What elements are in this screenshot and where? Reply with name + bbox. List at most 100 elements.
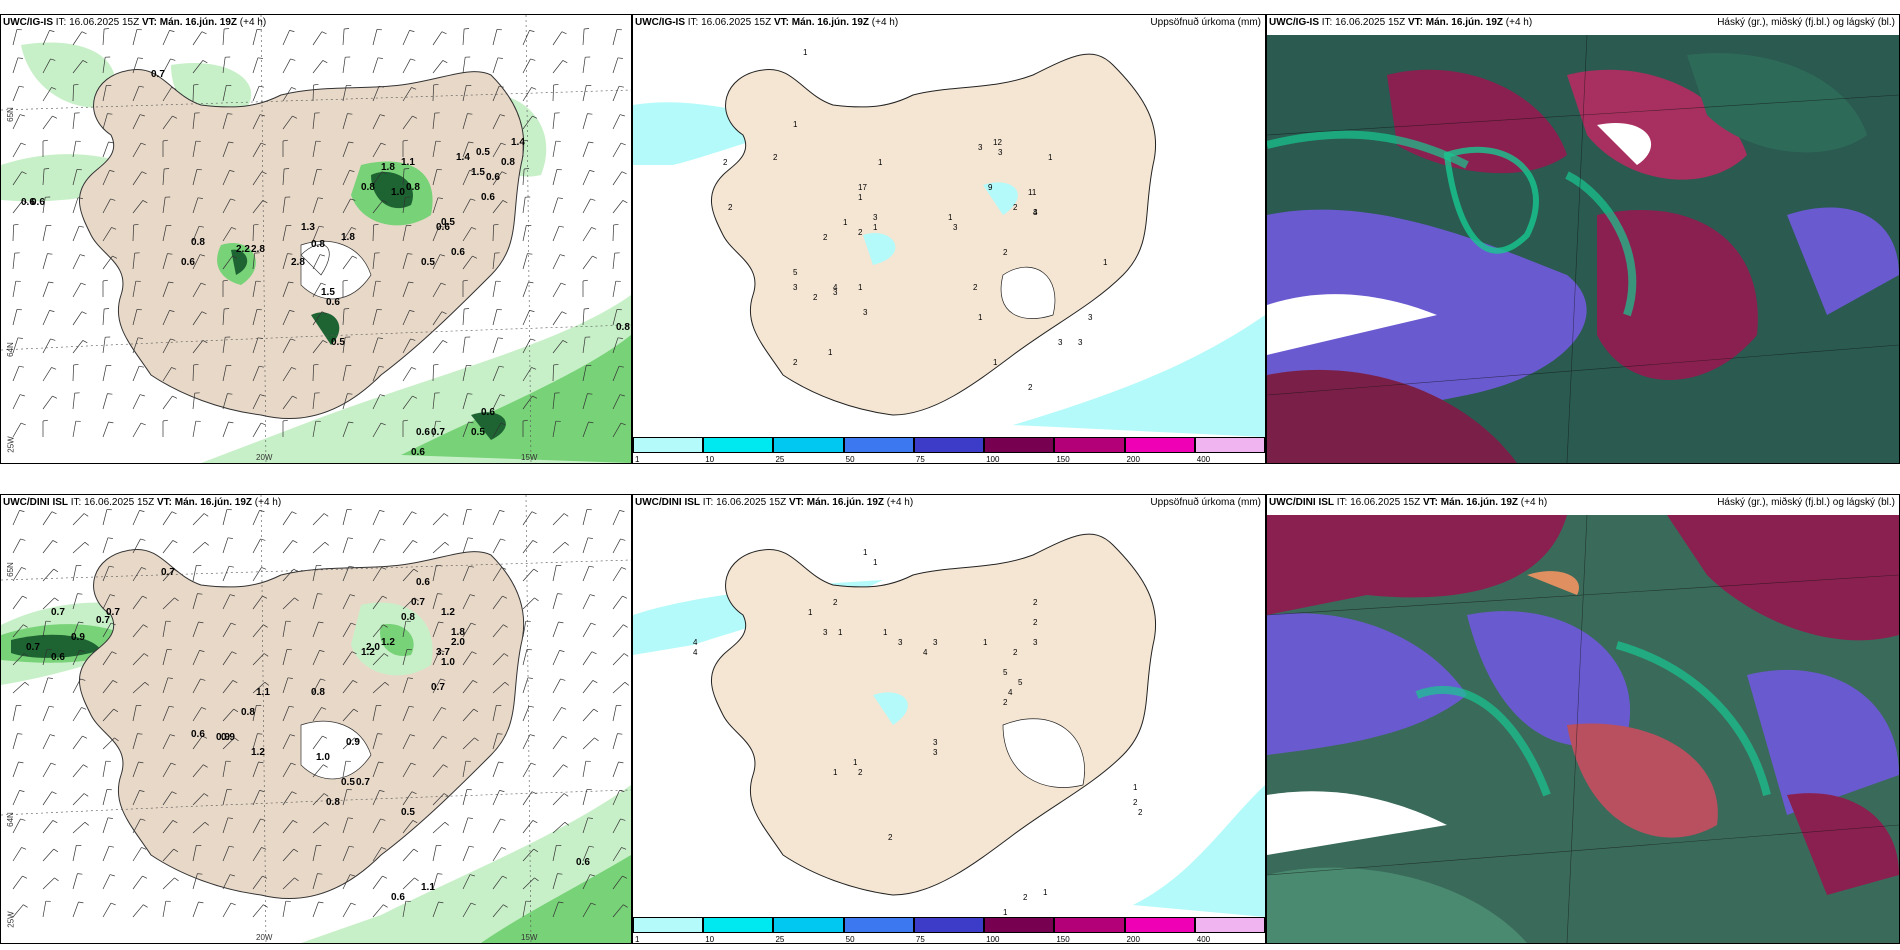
wind-barb-tick <box>377 337 383 339</box>
wind-barb-tick <box>411 791 417 795</box>
lon-label-mid: 20W <box>256 453 273 462</box>
wind-barb <box>342 308 345 326</box>
wind-barb <box>612 510 620 526</box>
wind-barb <box>282 677 289 694</box>
wind-barb <box>282 367 292 382</box>
legend-swatch <box>843 437 914 453</box>
wind-barb <box>12 114 21 130</box>
wind-barb-tick <box>618 761 624 764</box>
wind-barb <box>402 367 412 382</box>
wind-barb <box>522 791 533 806</box>
panel-header: UWC/IG-IS IT: 16.06.2025 15Z VT: Mán. 16… <box>3 17 267 28</box>
wind-barb <box>432 793 445 806</box>
wind-barb <box>132 761 139 778</box>
wind-barb-tick <box>17 733 23 735</box>
wind-barb <box>162 30 170 46</box>
legend-label: 50 <box>845 935 855 944</box>
wind-barb-tick <box>533 568 539 573</box>
wind-barb-tick <box>557 873 563 875</box>
wind-barb-tick <box>623 904 628 908</box>
wind-barb <box>612 29 618 46</box>
wind-barb <box>252 366 260 382</box>
precip-value: 0.6 <box>416 577 430 588</box>
wind-barb <box>342 393 348 410</box>
wind-barb-tick <box>443 764 448 768</box>
wind-barb <box>132 510 140 526</box>
wind-barb <box>162 281 169 298</box>
wind-barb <box>252 538 261 554</box>
wind-barb <box>102 817 109 834</box>
wind-barb <box>522 168 525 186</box>
wind-barb-tick <box>261 847 267 850</box>
wind-barb-tick <box>313 83 319 86</box>
wind-barb-tick <box>588 845 594 848</box>
wind-barb-tick <box>171 367 177 370</box>
wind-barb-tick <box>380 538 386 541</box>
wind-barb <box>612 790 620 806</box>
precip-value: 0.8 <box>361 182 375 193</box>
wind-barb-tick <box>558 621 564 624</box>
wind-barb-tick <box>173 848 179 853</box>
wind-barb-tick <box>590 902 596 906</box>
wind-barb <box>342 337 346 354</box>
precip-value: 1.1 <box>256 687 270 698</box>
wind-barb <box>252 847 262 862</box>
wind-barb <box>432 31 443 46</box>
wind-barb <box>402 791 413 806</box>
wind-barb-tick <box>350 198 356 201</box>
wind-barb <box>162 568 174 582</box>
wind-barb <box>282 197 286 214</box>
wind-barb-tick <box>529 30 535 32</box>
precip-value: 0.6 <box>451 247 465 258</box>
wind-barb-tick <box>442 60 448 64</box>
accum-value: 4 <box>1033 208 1038 217</box>
iceland-land <box>710 533 1157 896</box>
wind-barb <box>492 510 500 526</box>
wind-barb <box>312 364 314 382</box>
wind-barb <box>432 282 442 298</box>
wind-barb <box>342 28 345 46</box>
wind-barb-tick <box>469 874 475 877</box>
accum-value: 2 <box>723 158 728 167</box>
wind-barb-tick <box>467 537 473 539</box>
wind-barb <box>312 735 323 750</box>
wind-barb <box>72 845 77 862</box>
wind-barb <box>282 87 292 102</box>
wind-barb-tick <box>142 595 148 599</box>
wind-barb <box>432 901 439 918</box>
wind-barb <box>282 621 287 638</box>
wind-barb-tick <box>354 737 359 742</box>
wind-barb <box>522 621 527 638</box>
wind-barb-tick <box>622 875 628 879</box>
wind-barb-tick <box>323 793 329 797</box>
wind-barb <box>42 225 47 242</box>
wind-barb <box>162 597 175 610</box>
wind-barb <box>432 678 441 694</box>
wind-barb <box>312 31 323 46</box>
wind-barb-tick <box>262 200 268 204</box>
wind-barb-tick <box>352 255 358 259</box>
accum-value: 1 <box>878 158 883 167</box>
wind-barb <box>552 421 557 438</box>
wind-barb-tick <box>172 540 178 544</box>
wind-barb <box>42 30 50 46</box>
wind-barb <box>252 653 265 666</box>
wind-barb <box>552 593 558 610</box>
wind-barb-tick <box>202 735 208 739</box>
wind-barb <box>252 200 264 214</box>
wind-barb-tick <box>137 733 143 735</box>
accum-value: 2 <box>1023 893 1028 902</box>
wind-barb-tick <box>320 282 326 286</box>
wind-barb <box>222 874 231 890</box>
precip-value: 0.6 <box>181 257 195 268</box>
wind-barb <box>402 568 414 582</box>
wind-barb <box>192 565 197 582</box>
wind-barb-tick <box>204 822 210 826</box>
wind-barb-tick <box>467 393 473 395</box>
wind-barb <box>192 513 205 526</box>
wind-barb <box>582 817 589 834</box>
wind-barb-tick <box>464 28 470 30</box>
wind-barb <box>402 115 413 130</box>
wind-barb <box>12 818 21 834</box>
wind-barb-tick <box>287 677 293 679</box>
